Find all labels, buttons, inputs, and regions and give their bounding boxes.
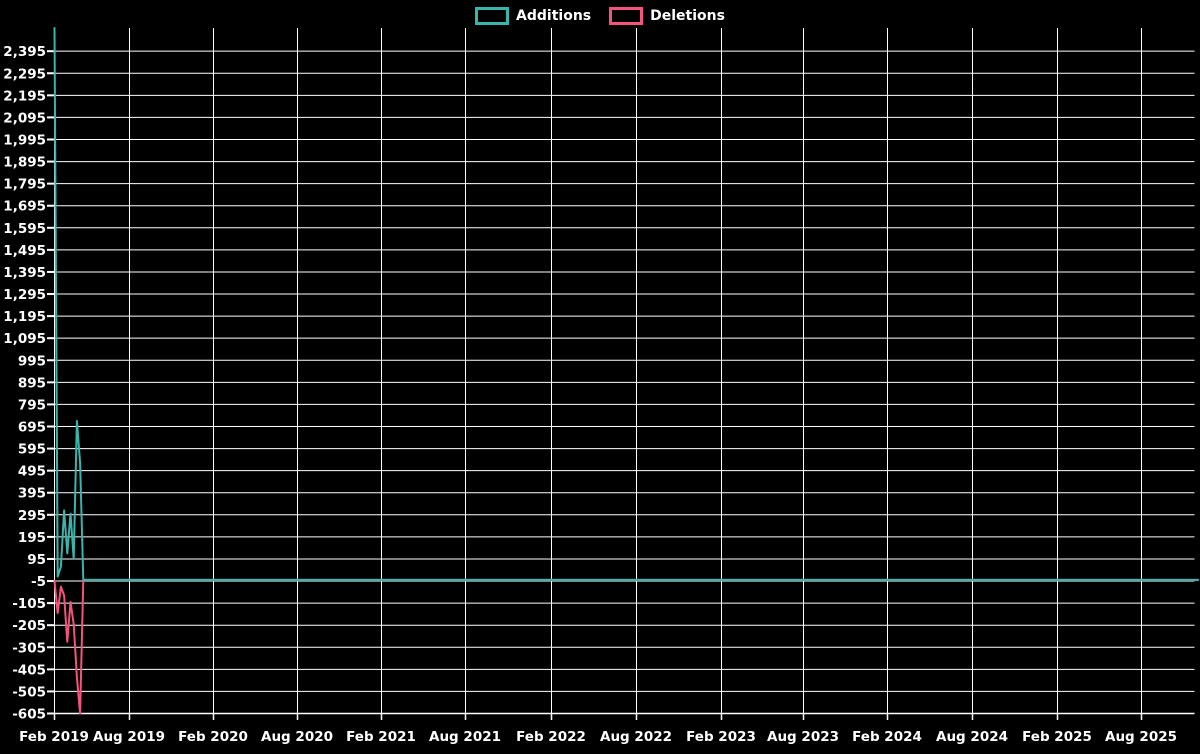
y-tick-label: -5 [31, 574, 46, 590]
y-tick-label: 195 [18, 530, 46, 546]
y-tick-label: 1,795 [3, 177, 46, 193]
y-tick-label: 1,195 [3, 309, 46, 325]
x-tick-label: Aug 2021 [429, 729, 501, 745]
x-tick-label: Feb 2021 [346, 729, 416, 745]
y-tick-label: 2,295 [3, 66, 46, 82]
additions-swatch-icon [475, 7, 510, 25]
y-tick-label: 2,195 [3, 88, 46, 104]
y-tick-label: -505 [12, 684, 46, 700]
y-tick-label: 1,395 [3, 265, 46, 281]
y-tick-label: 795 [18, 397, 46, 413]
y-tick-label: 695 [18, 419, 46, 435]
x-tick-label: Aug 2019 [93, 729, 165, 745]
y-tick-label: 1,695 [3, 199, 46, 215]
x-tick-label: Aug 2024 [936, 729, 1008, 745]
y-tick-label: -205 [12, 618, 46, 634]
x-tick-label: Aug 2022 [600, 729, 672, 745]
y-tick-label: 1,595 [3, 221, 46, 237]
legend-item-additions[interactable]: Additions [475, 7, 591, 25]
x-tick-label: Aug 2020 [261, 729, 333, 745]
x-tick-label: Aug 2025 [1105, 729, 1177, 745]
y-tick-label: 395 [18, 486, 46, 502]
y-tick-label: 2,095 [3, 110, 46, 126]
deletions-swatch-icon [609, 7, 644, 25]
y-tick-label: 595 [18, 442, 46, 458]
y-tick-label: 995 [18, 353, 46, 369]
y-tick-label: 1,495 [3, 243, 46, 259]
x-tick-label: Feb 2019 [19, 729, 89, 745]
x-tick-label: Feb 2025 [1022, 729, 1092, 745]
y-tick-label: -105 [12, 596, 46, 612]
x-tick-label: Aug 2023 [767, 729, 839, 745]
x-tick-label: Feb 2023 [686, 729, 756, 745]
y-tick-label: 895 [18, 375, 46, 391]
x-tick-label: Feb 2020 [178, 729, 248, 745]
legend-item-deletions[interactable]: Deletions [609, 7, 725, 25]
series-line-deletions [53, 578, 1199, 715]
chart-legend: Additions Deletions [0, 7, 1200, 25]
y-tick-label: 495 [18, 464, 46, 480]
y-tick-label: 2,395 [3, 44, 46, 60]
y-tick-label: 1,995 [3, 132, 46, 148]
legend-label-deletions: Deletions [650, 8, 725, 24]
x-tick-label: Feb 2024 [852, 729, 922, 745]
y-tick-label: 295 [18, 508, 46, 524]
series-line-additions [53, 27, 1199, 581]
y-tick-label: -405 [12, 662, 46, 678]
y-tick-label: 1,095 [3, 331, 46, 347]
x-tick-label: Feb 2022 [516, 729, 586, 745]
y-tick-label: 95 [27, 552, 46, 568]
y-tick-label: -305 [12, 640, 46, 656]
y-tick-label: 1,295 [3, 287, 46, 303]
y-tick-label: -605 [12, 707, 46, 723]
legend-label-additions: Additions [516, 8, 592, 24]
y-tick-label: 1,895 [3, 155, 46, 171]
